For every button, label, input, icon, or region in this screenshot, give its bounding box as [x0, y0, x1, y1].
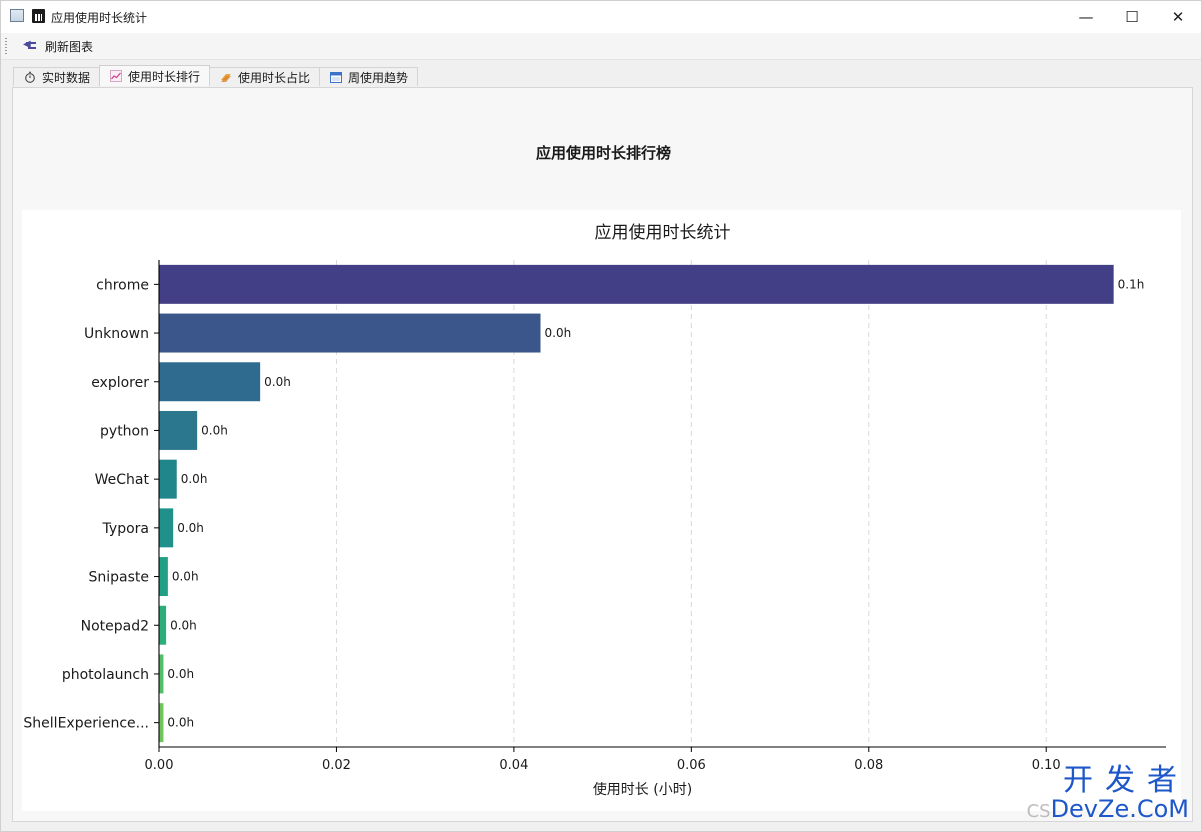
x-axis-label: 使用时长 (小时) — [593, 781, 692, 798]
data-label: 0.0h — [172, 570, 199, 584]
y-tick-label: WeChat — [95, 472, 150, 488]
data-label: 0.0h — [170, 618, 197, 632]
window-app-icon[interactable] — [10, 9, 24, 22]
maximize-button[interactable]: ☐ — [1109, 1, 1155, 33]
tab-label: 使用时长排行 — [128, 69, 201, 84]
bar — [159, 410, 198, 450]
stopwatch-icon — [25, 71, 35, 83]
ranking-heading: 应用使用时长排行榜 — [535, 144, 671, 162]
bar — [159, 459, 177, 499]
bar — [159, 264, 1114, 304]
bar — [159, 313, 541, 353]
refresh-chart-label: 刷新图表 — [45, 39, 94, 54]
y-tick-label: Notepad2 — [81, 618, 149, 634]
refresh-icon: ◀ — [23, 39, 39, 53]
refresh-chart-button[interactable]: ◀ 刷新图表 — [19, 35, 97, 57]
title-bar[interactable]: 应用使用时长统计 — ☐ ✕ — [1, 1, 1201, 33]
x-tick-label: 0.00 — [145, 758, 174, 773]
window-title: 应用使用时长统计 — [51, 11, 148, 25]
x-tick-label: 0.06 — [677, 758, 706, 773]
chart-container: 应用使用时长统计 chrome 0.1h Unknown 0.0h explorer 0.0… — [22, 210, 1181, 811]
bar — [159, 605, 167, 645]
tab-weekly-trend[interactable]: 周使用趋势 — [319, 67, 419, 86]
tab-label: 实时数据 — [42, 70, 91, 85]
y-tick-label: python — [100, 423, 149, 439]
y-tick-label: explorer — [91, 375, 149, 391]
line-chart-icon — [110, 70, 123, 82]
bar — [159, 362, 261, 402]
data-label: 0.0h — [264, 375, 291, 389]
minimize-button[interactable]: — — [1063, 1, 1109, 33]
y-tick-label: photolaunch — [62, 667, 149, 683]
data-label: 0.0h — [181, 472, 208, 486]
toolbar: ◀ 刷新图表 — [1, 33, 1201, 60]
tab-label: 使用时长占比 — [238, 70, 311, 85]
y-tick-label: Typora — [102, 521, 149, 537]
y-tick-label: Snipaste — [88, 570, 149, 586]
data-label: 0.0h — [167, 716, 194, 730]
bar — [159, 508, 174, 548]
tab-label: 周使用趋势 — [348, 70, 409, 85]
data-label: 0.1h — [1118, 277, 1145, 291]
pie-chart-icon — [221, 74, 232, 82]
bar — [159, 557, 168, 597]
calendar-icon — [330, 72, 343, 83]
tab-realtime-data[interactable]: 实时数据 — [13, 67, 101, 86]
data-label: 0.0h — [167, 667, 194, 681]
x-tick-label: 0.02 — [322, 758, 351, 773]
tab-usage-share[interactable]: 使用时长占比 — [209, 67, 321, 86]
tab-bar: 实时数据 使用时长排行 使用时长占比 周使用趋势 — [13, 65, 419, 87]
maximize-icon: ☐ — [1125, 8, 1139, 26]
y-tick-label: Unknown — [84, 326, 149, 342]
usage-bar-chart: 应用使用时长统计 chrome 0.1h Unknown 0.0h explorer 0.0… — [23, 222, 1166, 798]
chart-title: 应用使用时长统计 — [595, 222, 731, 243]
x-tick-label: 0.04 — [499, 758, 528, 773]
close-button[interactable]: ✕ — [1155, 1, 1201, 33]
x-tick-label: 0.10 — [1032, 758, 1061, 773]
minimize-icon: — — [1078, 8, 1094, 26]
toolbar-grip-handle[interactable] — [5, 38, 7, 54]
bar — [159, 703, 164, 743]
data-label: 0.0h — [177, 521, 204, 535]
x-tick-label: 0.08 — [854, 758, 883, 773]
bar — [159, 654, 164, 694]
tab-content-panel: 应用使用时长排行榜 应用使用时长统计 chrome 0.1h Unknown 0.0h e… — [12, 87, 1193, 822]
close-icon: ✕ — [1171, 8, 1185, 26]
data-label: 0.0h — [545, 326, 572, 340]
bar-chart-app-icon — [32, 9, 45, 23]
data-label: 0.0h — [201, 423, 228, 437]
tab-usage-ranking[interactable]: 使用时长排行 — [99, 65, 211, 86]
y-tick-label: chrome — [96, 277, 149, 293]
y-tick-label: ShellExperience... — [23, 716, 149, 732]
